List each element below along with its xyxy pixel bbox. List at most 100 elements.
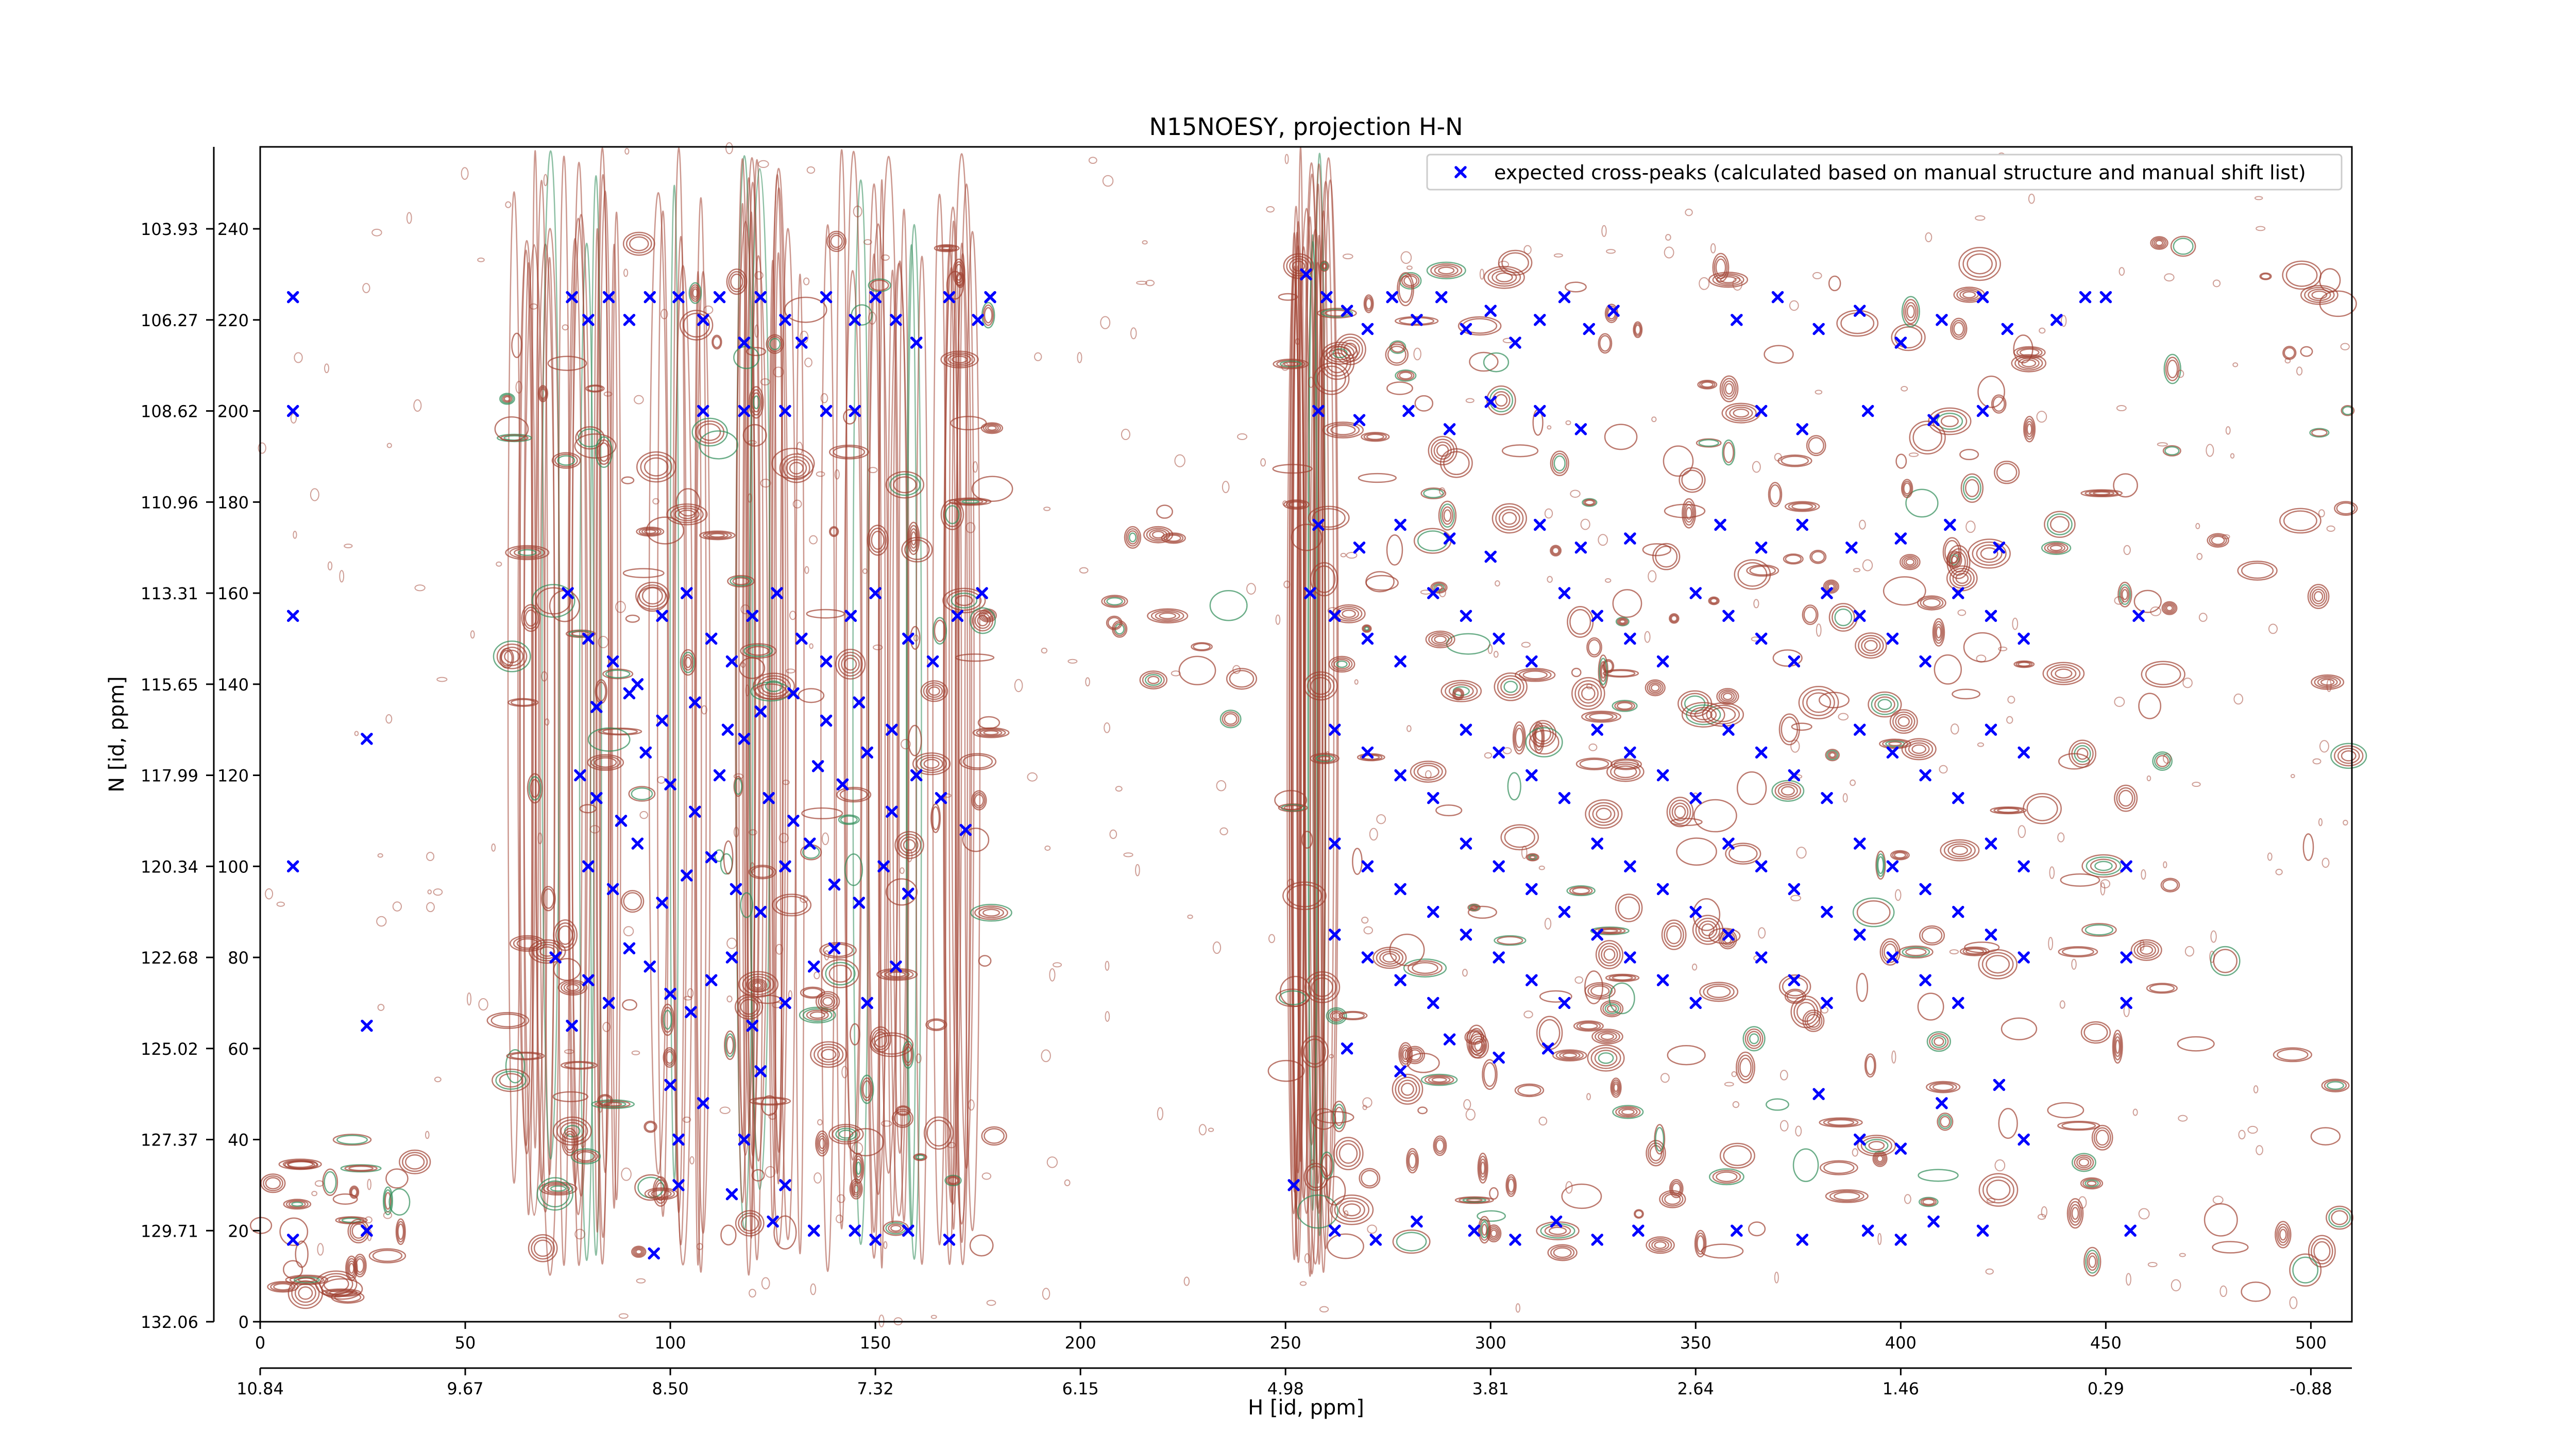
- contour-noise: [426, 902, 435, 913]
- contour-noise: [574, 1228, 586, 1240]
- contour-peak: [2310, 1127, 2341, 1145]
- contour-noise: [2036, 411, 2047, 423]
- contour-peak: [2177, 1036, 2215, 1052]
- cross-peak-marker: [1886, 951, 1899, 964]
- contour-peak: [2080, 1177, 2104, 1190]
- contour-noise: [1376, 814, 1386, 824]
- contour-noise: [1142, 240, 1148, 245]
- contour-noise: [1601, 225, 1607, 237]
- contour-peak: [2146, 983, 2178, 994]
- contour-noise: [2039, 327, 2046, 334]
- cross-peak-marker: [1328, 1224, 1341, 1237]
- cross-peak-marker: [1402, 405, 1415, 417]
- contour-peak: [739, 657, 766, 679]
- contour-noise: [362, 283, 370, 293]
- contour-peak: [1719, 375, 1739, 402]
- contour-noise: [749, 829, 757, 836]
- cross-peak-marker: [656, 897, 668, 909]
- contour-peak: [2160, 878, 2180, 892]
- contour-noise: [2225, 426, 2231, 435]
- contour-peak: [1267, 1059, 1305, 1082]
- cross-peak-marker: [1936, 1097, 1948, 1109]
- contour-peak: [1178, 655, 1216, 685]
- contour-noise: [414, 584, 426, 592]
- contour-peak: [1477, 1210, 1506, 1222]
- contour-noise: [1604, 578, 1612, 583]
- contour-noise: [265, 888, 274, 900]
- cross-peak-marker: [1771, 291, 1784, 304]
- cross-peak-marker: [1541, 1042, 1554, 1055]
- contour-peak: [1792, 1148, 1819, 1182]
- contour-peak: [2013, 660, 2035, 668]
- contour-noise: [1304, 1253, 1310, 1263]
- contour-noise: [327, 561, 333, 570]
- cross-peak-marker: [1796, 423, 1808, 435]
- contour-noise: [2041, 1206, 2047, 1218]
- cross-peak-marker: [725, 951, 738, 964]
- cross-peak-marker: [1386, 291, 1398, 304]
- contour-peak: [1386, 534, 1403, 566]
- cross-peak-marker: [286, 610, 299, 622]
- contour-noise: [1976, 654, 1987, 663]
- contour-noise: [1043, 507, 1051, 511]
- x-tick-label-ppm: 8.50: [652, 1379, 688, 1399]
- contour-noise: [1965, 520, 1976, 533]
- x-tick-label-ppm: 4.98: [1267, 1379, 1304, 1399]
- cross-peak-marker: [685, 1006, 697, 1018]
- contour-noise: [537, 832, 543, 845]
- contour-peak: [1600, 1000, 1624, 1018]
- cross-peak-marker: [1624, 951, 1636, 964]
- contour-streak: [868, 253, 880, 1233]
- cross-peak-marker: [1591, 1234, 1603, 1246]
- contour-noise: [1438, 587, 1446, 598]
- contour-noise: [2126, 1273, 2131, 1286]
- cross-peak-marker: [672, 1133, 685, 1146]
- contour-streak: [523, 262, 534, 1216]
- contour-noise: [749, 1289, 756, 1298]
- cross-peak-marker: [1755, 405, 1768, 417]
- contour-noise: [981, 1172, 992, 1180]
- contour-noise: [624, 148, 630, 155]
- contour-noise: [1547, 576, 1553, 583]
- contour-noise: [682, 1116, 691, 1123]
- contour-noise: [2078, 1196, 2087, 1209]
- contour-peak: [2326, 1205, 2353, 1230]
- cross-peak-marker: [656, 610, 668, 622]
- contour-peak: [587, 754, 624, 771]
- y-tick-label-index: 0: [239, 1312, 249, 1332]
- contour-noise: [602, 1022, 611, 1032]
- contour-peak: [1958, 247, 2001, 281]
- contour-noise: [2123, 545, 2131, 555]
- contour-peak: [2138, 693, 2162, 719]
- contour-noise: [1085, 677, 1090, 687]
- contour-peak: [2001, 1017, 2038, 1040]
- contour-noise: [1282, 500, 1287, 507]
- contour-noise: [814, 971, 820, 980]
- cross-peak-marker: [1714, 518, 1726, 531]
- contour-noise: [1053, 962, 1062, 968]
- contour-peak: [801, 807, 843, 820]
- cross-peak-marker: [1845, 541, 1858, 554]
- contour-peak: [1575, 757, 1613, 770]
- contour-noise: [883, 1241, 888, 1250]
- contour-peak: [1940, 839, 1980, 862]
- contour-peak: [1905, 488, 1939, 518]
- contour-streak: [843, 270, 862, 1161]
- contour-peak: [1946, 545, 1971, 579]
- contour-noise: [2195, 523, 2200, 529]
- contour-noise: [354, 731, 359, 736]
- cross-peak-marker: [1731, 1224, 1743, 1237]
- contour-noise: [1135, 864, 1140, 877]
- contour-peak: [720, 1224, 737, 1245]
- contour-noise: [972, 461, 978, 473]
- contour-noise: [258, 442, 266, 454]
- contour-noise: [824, 950, 829, 961]
- contour-peak: [894, 831, 924, 860]
- contour-peak: [815, 1130, 829, 1157]
- cross-peak-marker: [1853, 723, 1866, 736]
- cross-peak-marker: [1328, 723, 1341, 736]
- cross-peak-marker: [672, 291, 685, 304]
- contour-noise: [733, 773, 744, 780]
- cross-peak-marker: [1656, 974, 1669, 986]
- cross-peak-marker: [787, 815, 800, 827]
